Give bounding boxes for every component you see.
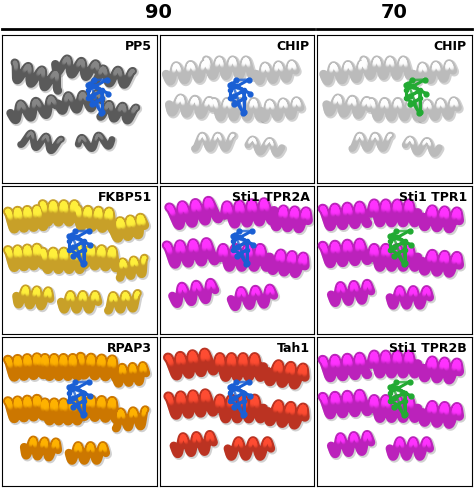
- Text: 90: 90: [145, 3, 172, 22]
- Text: PP5: PP5: [125, 40, 152, 53]
- Text: Sti1 TPR2A: Sti1 TPR2A: [232, 191, 310, 203]
- Text: 70: 70: [381, 3, 408, 22]
- Text: Tah1: Tah1: [276, 342, 310, 355]
- Text: RPAP3: RPAP3: [107, 342, 152, 355]
- Text: CHIP: CHIP: [276, 40, 310, 53]
- Text: Sti1 TPR2B: Sti1 TPR2B: [389, 342, 467, 355]
- Text: CHIP: CHIP: [434, 40, 467, 53]
- Text: Sti1 TPR1: Sti1 TPR1: [399, 191, 467, 203]
- Text: FKBP51: FKBP51: [98, 191, 152, 203]
